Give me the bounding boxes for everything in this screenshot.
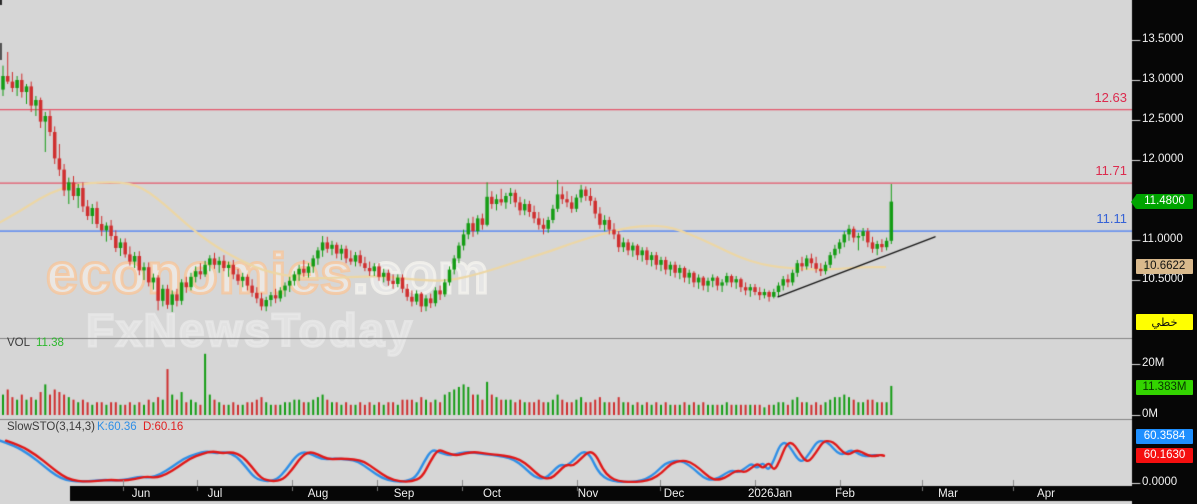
level-label-resistance-1: 12.63 xyxy=(1094,90,1127,105)
month-label-mar: Mar xyxy=(938,488,958,500)
month-label-aug: Aug xyxy=(307,488,329,500)
level-label-support: 11.11 xyxy=(1096,211,1127,226)
volume-panel-label: VOL xyxy=(7,337,31,349)
stochastic-d-value: D:60.16 xyxy=(143,421,184,433)
price-tick-12-0: 12.0000 xyxy=(1142,153,1184,165)
month-label-apr: Apr xyxy=(1037,488,1055,500)
month-label-sep: Sep xyxy=(393,488,415,500)
sto-k-tag-value: 60.3584 xyxy=(1143,430,1186,442)
sto-k-tag: 60.3584 xyxy=(1136,429,1193,444)
time-axis[interactable] xyxy=(70,486,1132,502)
price-tick-13-0: 13.0000 xyxy=(1142,73,1184,85)
price-tick-11-0: 11.0000 xyxy=(1142,233,1183,245)
price-tick-13-5: 13.5000 xyxy=(1142,33,1184,45)
volume-tick-20m: 20M xyxy=(1142,357,1165,369)
volume-tag: 11.383M xyxy=(1136,380,1193,395)
sto-tick-0: 0.0000 xyxy=(1142,476,1178,488)
month-label-oct: Oct xyxy=(483,488,501,500)
level-label-resistance-2: 11.71 xyxy=(1095,163,1127,178)
month-label-nov: Nov xyxy=(577,488,599,500)
month-label-dec: Dec xyxy=(663,488,685,500)
ma-value-tag: 10.6622 xyxy=(1136,259,1193,274)
last-price-tag: 11.4800 xyxy=(1131,194,1193,209)
volume-tag-value: 11.383M xyxy=(1142,381,1187,393)
price-tick-12-5: 12.5000 xyxy=(1142,113,1184,125)
last-price-tag-value: 11.4800 xyxy=(1144,195,1185,207)
volume-tick-0m: 0M xyxy=(1142,408,1158,420)
volume-current-value: 11.38 xyxy=(36,337,64,349)
price-tick-10-5: 10.5000 xyxy=(1142,273,1184,285)
month-label-jun: Jun xyxy=(131,488,151,500)
month-label-feb: Feb xyxy=(835,488,855,500)
last-price-tag-pointer xyxy=(1131,194,1136,209)
ma-value-tag-value: 10.6622 xyxy=(1143,260,1186,272)
stochastic-k-value: K:60.36 xyxy=(97,421,137,433)
sto-d-tag: 60.1630 xyxy=(1136,448,1193,463)
scale-mode-tag-value: خطي xyxy=(1151,315,1178,329)
month-label-jul: Jul xyxy=(207,488,223,500)
stochastic-panel-label: SlowSTO(3,14,3) xyxy=(7,421,95,433)
month-label-jan: 2026Jan xyxy=(747,488,793,500)
sto-d-tag-value: 60.1630 xyxy=(1143,449,1186,461)
scale-mode-tag[interactable]: خطي xyxy=(1136,314,1193,330)
